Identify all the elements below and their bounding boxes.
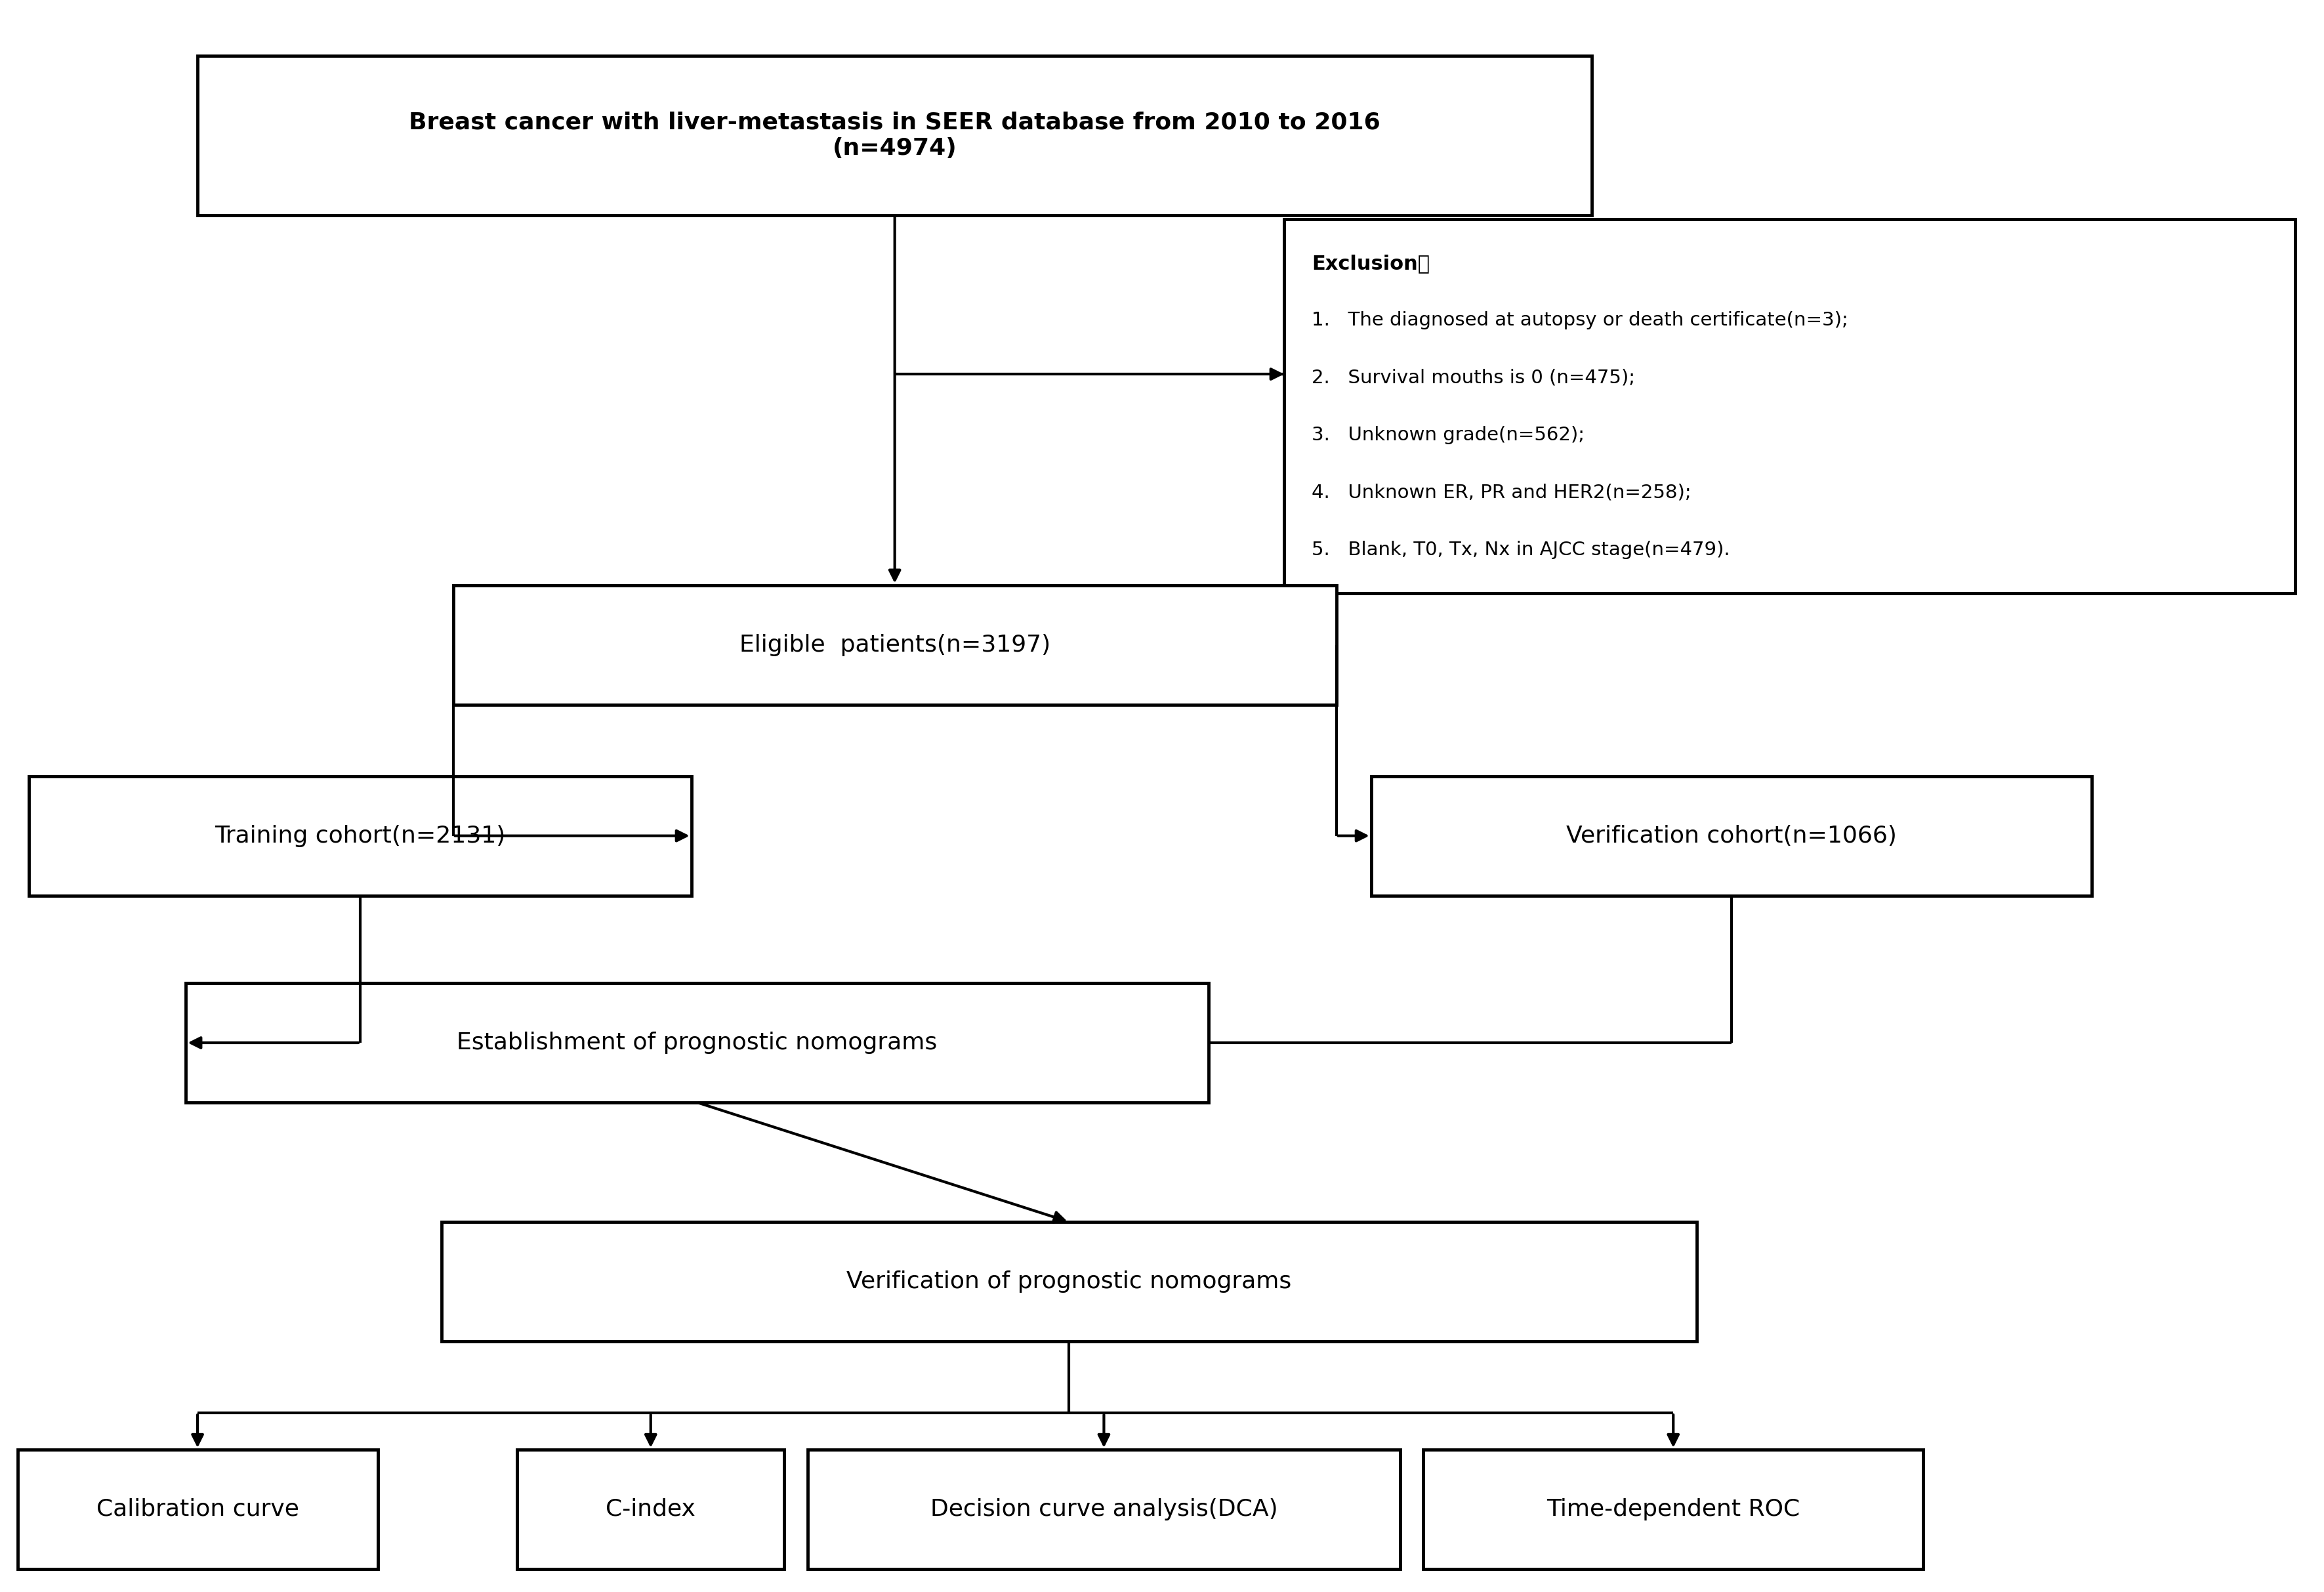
FancyBboxPatch shape [30,777,690,895]
Text: Decision curve analysis(DCA): Decision curve analysis(DCA) [930,1498,1278,1520]
FancyBboxPatch shape [442,1223,1697,1340]
Text: Training cohort(n=2131): Training cohort(n=2131) [214,825,507,847]
Text: Breast cancer with liver-metastasis in SEER database from 2010 to 2016
(n=4974): Breast cancer with liver-metastasis in S… [409,111,1380,159]
FancyBboxPatch shape [198,56,1592,215]
Text: 4.   Unknown ER, PR and HER2(n=258);: 4. Unknown ER, PR and HER2(n=258); [1311,484,1692,501]
FancyBboxPatch shape [19,1449,376,1570]
Text: 3.   Unknown grade(n=562);: 3. Unknown grade(n=562); [1311,425,1585,444]
FancyBboxPatch shape [1283,220,2296,594]
Text: Exclusion：: Exclusion： [1311,253,1429,272]
Text: Verification of prognostic nomograms: Verification of prognostic nomograms [846,1270,1292,1293]
FancyBboxPatch shape [453,586,1336,704]
Text: 5.   Blank, T0, Tx, Nx in AJCC stage(n=479).: 5. Blank, T0, Tx, Nx in AJCC stage(n=479… [1311,540,1731,559]
FancyBboxPatch shape [1371,777,2092,895]
Text: Verification cohort(n=1066): Verification cohort(n=1066) [1566,825,1896,847]
FancyBboxPatch shape [186,982,1208,1102]
FancyBboxPatch shape [518,1449,786,1570]
Text: C-index: C-index [607,1498,695,1520]
Text: Eligible  patients(n=3197): Eligible patients(n=3197) [739,634,1050,656]
Text: 1.   The diagnosed at autopsy or death certificate(n=3);: 1. The diagnosed at autopsy or death cer… [1311,312,1848,330]
Text: Calibration curve: Calibration curve [95,1498,300,1520]
Text: 2.   Survival mouths is 0 (n=475);: 2. Survival mouths is 0 (n=475); [1311,368,1636,387]
FancyBboxPatch shape [806,1449,1399,1570]
Text: Establishment of prognostic nomograms: Establishment of prognostic nomograms [458,1032,937,1054]
FancyBboxPatch shape [1422,1449,1922,1570]
Text: Time-dependent ROC: Time-dependent ROC [1545,1498,1801,1520]
